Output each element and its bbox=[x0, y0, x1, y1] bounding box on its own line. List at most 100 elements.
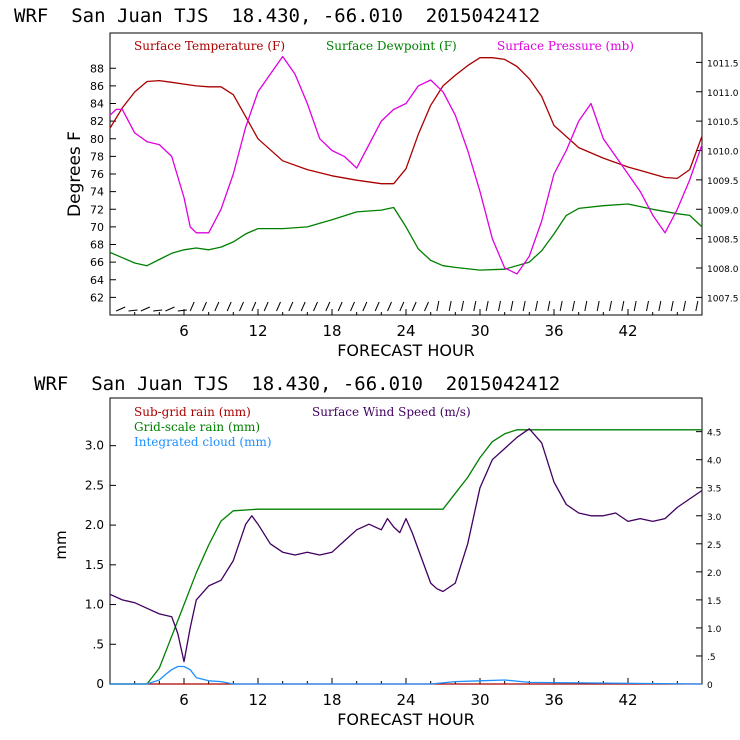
y-right-tick-label: 4.5 bbox=[707, 429, 721, 439]
y-right-tick-label: 4.0 bbox=[707, 457, 722, 467]
y-left-tick-label: 80 bbox=[90, 133, 104, 146]
wind-barb bbox=[128, 309, 138, 312]
wind-barb bbox=[387, 301, 392, 312]
y-left-tick-label: 3.0 bbox=[85, 439, 104, 453]
y-left-tick-label: .5 bbox=[93, 637, 104, 651]
y-left-tick-label: 68 bbox=[90, 239, 104, 252]
wind-barb bbox=[226, 301, 232, 312]
x-tick-label: 12 bbox=[248, 691, 267, 709]
x-tick-label: 18 bbox=[322, 691, 341, 709]
series-line-grid-scale-rain-mm bbox=[110, 429, 702, 685]
wind-barb bbox=[510, 300, 514, 312]
series-line-integrated-cloud-mm bbox=[110, 665, 703, 685]
y-left-tick-label: 86 bbox=[90, 80, 104, 93]
wind-barb bbox=[535, 300, 538, 312]
wind-barb bbox=[288, 301, 294, 312]
wind-barb bbox=[411, 301, 417, 312]
chart-2-title: WRF San Juan TJS 18.430, -66.010 2015042… bbox=[34, 373, 560, 395]
wind-barb bbox=[214, 301, 220, 312]
y-left-tick-label: 72 bbox=[90, 203, 104, 216]
y-left-tick-label: 1.0 bbox=[85, 598, 104, 612]
y-left-tick-label: 62 bbox=[90, 291, 104, 304]
wind-barb bbox=[646, 300, 649, 312]
series-line-surface-temperature-f bbox=[109, 57, 703, 185]
wind-barb bbox=[140, 306, 151, 312]
y-right-tick-label: 1011.5 bbox=[707, 59, 739, 69]
wind-barb bbox=[559, 300, 563, 312]
x-tick-label: 36 bbox=[544, 691, 563, 709]
wind-barb bbox=[189, 301, 195, 312]
wind-barb bbox=[436, 300, 440, 312]
x-tick-label: 30 bbox=[470, 691, 489, 709]
y-left-tick-label: 84 bbox=[90, 98, 104, 111]
wind-barb bbox=[621, 300, 625, 312]
y-right-tick-label: 1010.5 bbox=[707, 118, 739, 128]
chart-1-ylabel: Degrees F bbox=[65, 131, 85, 217]
chart-1-marks: 6 12 18 24 30 36 42 62 64 66 68 70 72 74 76 78 80 82 84 86 8… bbox=[90, 55, 739, 340]
wind-barb bbox=[584, 300, 588, 312]
wind-barb bbox=[547, 300, 551, 312]
wind-barb bbox=[337, 301, 343, 312]
series-line-surface-dewpoint-f bbox=[109, 203, 703, 271]
wind-barb bbox=[670, 300, 674, 312]
x-tick-label: 30 bbox=[470, 322, 489, 340]
y-right-tick-label: .5 bbox=[707, 653, 716, 663]
rain-wind-chart: WRF San Juan TJS 18.430, -66.010 2015042… bbox=[34, 373, 722, 729]
y-right-tick-label: 1007.5 bbox=[707, 294, 739, 304]
chart-2-xlabel: FORECAST HOUR bbox=[337, 710, 475, 729]
y-right-tick-label: 3.5 bbox=[707, 485, 721, 495]
y-left-tick-label: 2.0 bbox=[85, 518, 104, 532]
y-right-tick-label: 1009.5 bbox=[707, 177, 739, 187]
chart-2-legend-gridscale: Grid-scale rain (mm) bbox=[134, 420, 260, 434]
chart-2-ylabel: mm bbox=[52, 530, 70, 559]
wind-barb bbox=[473, 300, 477, 312]
y-right-tick-label: 1010.0 bbox=[707, 148, 739, 158]
chart-2-marks: 6 12 18 24 30 36 42 0 .5 1.0 1.5 2.0 2.5 3.0 0 .5 1.0 1.5… bbox=[85, 428, 722, 709]
wind-barb bbox=[522, 300, 526, 312]
wind-barb bbox=[115, 306, 126, 312]
wind-barb bbox=[350, 301, 355, 312]
series-line-surface-pressure-mb bbox=[109, 55, 703, 275]
chart-1-legend-temperature: Surface Temperature (F) bbox=[134, 39, 285, 53]
y-right-tick-label: 1008.5 bbox=[707, 236, 739, 246]
chart-2-legend-subgrid: Sub-grid rain (mm) bbox=[134, 405, 251, 419]
y-right-tick-label: 0 bbox=[707, 681, 713, 691]
y-right-tick-label: 2.5 bbox=[707, 541, 721, 551]
temperature-pressure-chart: WRF San Juan TJS 18.430, -66.010 2015042… bbox=[14, 5, 739, 360]
y-left-tick-label: 70 bbox=[90, 221, 104, 234]
x-tick-label: 36 bbox=[544, 322, 563, 340]
wind-barb bbox=[165, 306, 175, 312]
wind-barb bbox=[263, 301, 269, 312]
y-right-tick-label: 1.0 bbox=[707, 625, 722, 635]
wind-barb bbox=[153, 309, 163, 312]
wind-barb bbox=[399, 301, 405, 312]
wind-barb bbox=[609, 300, 612, 312]
wind-barb bbox=[239, 301, 244, 312]
y-right-tick-label: 1009.0 bbox=[707, 206, 739, 216]
y-left-tick-label: 88 bbox=[90, 62, 104, 75]
x-tick-label: 24 bbox=[396, 322, 415, 340]
wind-barb bbox=[424, 301, 429, 312]
wind-barb bbox=[695, 300, 699, 312]
chart-2-legend-cloud: Integrated cloud (mm) bbox=[134, 435, 272, 449]
y-right-tick-label: 1.5 bbox=[707, 597, 721, 607]
wind-barb bbox=[362, 301, 368, 312]
chart-1-title: WRF San Juan TJS 18.430, -66.010 2015042… bbox=[14, 5, 540, 27]
y-left-tick-label: 2.5 bbox=[85, 478, 104, 492]
wind-barb bbox=[313, 301, 318, 312]
wind-barb bbox=[374, 301, 380, 312]
y-left-tick-label: 82 bbox=[90, 115, 104, 128]
chart-2-legend-wind: Surface Wind Speed (m/s) bbox=[312, 405, 471, 419]
x-tick-label: 24 bbox=[396, 691, 415, 709]
wind-barb bbox=[276, 301, 281, 312]
x-tick-label: 6 bbox=[179, 691, 189, 709]
x-tick-label: 42 bbox=[618, 322, 637, 340]
wind-barb bbox=[448, 300, 452, 312]
x-tick-label: 18 bbox=[322, 322, 341, 340]
x-tick-label: 6 bbox=[179, 322, 189, 340]
wind-barb bbox=[683, 300, 686, 312]
chart-1-legend-pressure: Surface Pressure (mb) bbox=[497, 39, 634, 53]
chart-1-plot-frame bbox=[109, 32, 703, 316]
y-left-tick-label: 1.5 bbox=[85, 558, 104, 572]
y-left-tick-label: 74 bbox=[90, 186, 104, 199]
